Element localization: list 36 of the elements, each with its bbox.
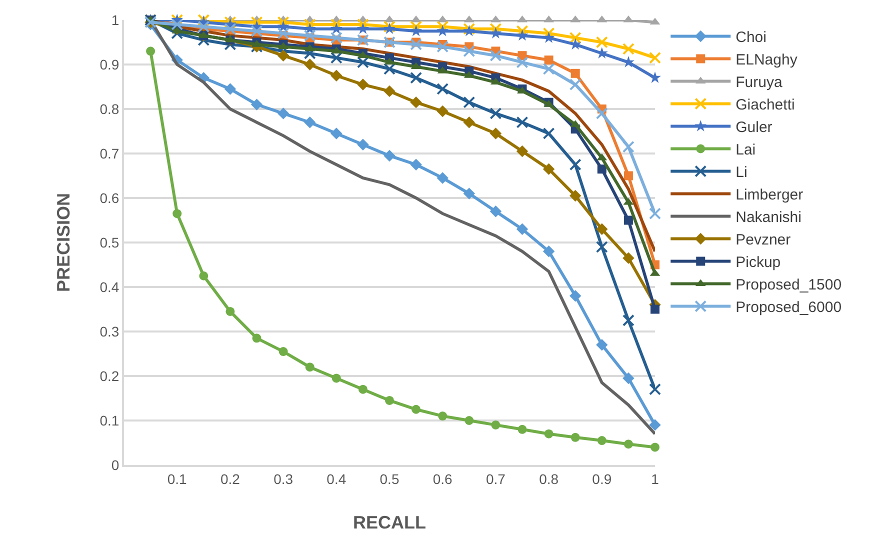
x-tick-label: 0.9 [592, 470, 612, 487]
x-tick-label: 0.4 [326, 470, 346, 487]
y-tick-label: 0.4 [100, 278, 120, 295]
legend-label: Pevzner [736, 232, 791, 249]
y-tick-label: 0.9 [100, 56, 120, 72]
legend-label: Guler [736, 119, 772, 136]
x-tick-label: 0.7 [486, 470, 506, 487]
x-tick-label: 0.8 [539, 470, 559, 487]
legend-label: Choi [736, 29, 766, 46]
y-axis-title: PRECISION [53, 192, 74, 292]
y-tick-label: 1 [111, 12, 120, 28]
legend-label: Proposed_6000 [736, 299, 842, 316]
x-tick-label: 0.5 [380, 470, 400, 487]
y-tick-label: 0.8 [100, 100, 120, 117]
legend-label: Proposed_1500 [736, 276, 842, 294]
legend-label: Li [736, 164, 748, 182]
x-tick-label: 0.6 [432, 470, 453, 487]
legend-label: Furuya [736, 74, 783, 92]
x-tick-label: 0.2 [220, 470, 240, 487]
legend-label: Lai [736, 142, 756, 159]
legend-label: Nakanishi [736, 209, 802, 226]
x-tick-label: 0.3 [274, 470, 294, 487]
legend-label: ELNaghy [736, 52, 798, 69]
y-tick-label: 0.1 [100, 412, 120, 428]
x-tick-label: 1 [651, 470, 660, 487]
y-tick-label: 0.7 [100, 145, 120, 162]
y-tick-label: 0.3 [100, 323, 120, 340]
y-tick-label: 0.2 [100, 368, 120, 384]
y-tick-label: 0.5 [100, 234, 120, 250]
legend-label: Pickup [736, 254, 781, 272]
legend-label: Giachetti [736, 96, 795, 114]
y-tick-label: 0 [111, 456, 120, 473]
legend-label: Limberger [736, 186, 804, 204]
x-axis-title: RECALL [353, 512, 426, 532]
x-tick-label: 0.1 [167, 470, 188, 487]
y-tick-label: 0.6 [100, 190, 120, 206]
